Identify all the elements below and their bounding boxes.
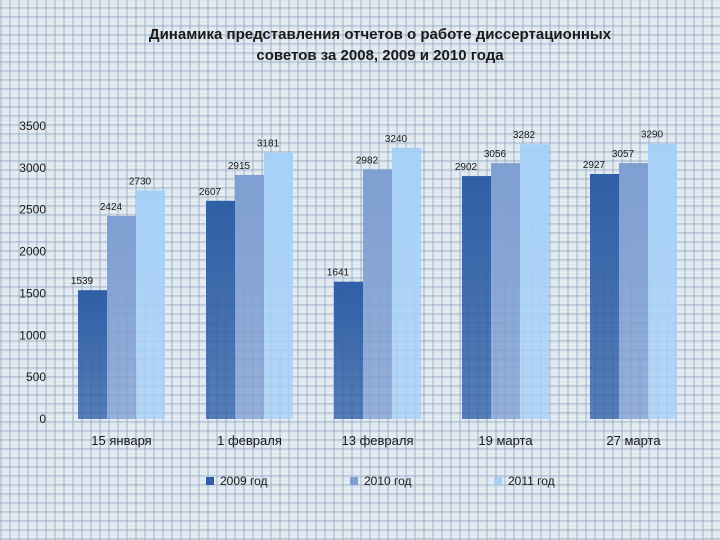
x-tick-label: 27 марта bbox=[606, 433, 661, 448]
y-tick-label: 2000 bbox=[19, 245, 46, 259]
y-tick-label: 500 bbox=[26, 370, 46, 384]
legend-swatch-series-3 bbox=[494, 477, 502, 485]
value-labels-group: 1539 2424 2730 2607 2915 3181 1641 2982 3240 2902… bbox=[71, 130, 664, 288]
x-tick-label: 1 февраля bbox=[217, 433, 282, 448]
legend-label-series-1: 2009 год bbox=[220, 474, 268, 488]
data-label: 1641 bbox=[327, 268, 350, 279]
data-label: 3282 bbox=[513, 130, 536, 141]
legend-label-series-2: 2010 год bbox=[364, 474, 412, 488]
y-tick-label: 1000 bbox=[19, 328, 46, 342]
legend-swatch-series-1 bbox=[206, 477, 214, 485]
legend-label-series-3: 2011 год bbox=[508, 474, 555, 488]
chart-title-line-1: Динамика представления отчетов о работе … bbox=[148, 26, 612, 43]
y-tick-label: 3000 bbox=[19, 161, 46, 175]
legend-swatch-series-2 bbox=[350, 477, 358, 485]
bar-2-4 bbox=[491, 163, 520, 419]
bar-2-1 bbox=[107, 216, 136, 419]
data-label: 2730 bbox=[129, 176, 152, 187]
chart-title-line-2: советов за 2008, 2009 и 2010 года bbox=[256, 47, 504, 64]
x-axis: 15 января 1 февраля 13 февраля 19 марта 27 м… bbox=[91, 433, 661, 448]
data-label: 3056 bbox=[484, 149, 507, 160]
y-tick-label: 1500 bbox=[19, 286, 46, 300]
data-label: 3057 bbox=[612, 149, 635, 160]
bar-3-4 bbox=[520, 144, 549, 420]
bar-1-4 bbox=[462, 176, 491, 419]
data-label: 2982 bbox=[356, 155, 379, 166]
data-label: 2927 bbox=[583, 160, 606, 171]
bar-1-1 bbox=[78, 290, 107, 419]
data-label: 3181 bbox=[257, 139, 280, 150]
data-label: 2607 bbox=[199, 187, 222, 198]
data-label: 3240 bbox=[385, 134, 408, 145]
legend-item-series-1: 2009 год bbox=[206, 474, 268, 488]
bar-1-2 bbox=[206, 200, 235, 419]
x-tick-label: 19 марта bbox=[478, 433, 533, 448]
bar-2-2 bbox=[235, 174, 264, 419]
x-tick-label: 15 января bbox=[91, 433, 151, 448]
bars-group bbox=[78, 143, 677, 420]
bar-3-1 bbox=[136, 190, 165, 419]
x-tick-label: 13 февраля bbox=[342, 433, 414, 448]
data-label: 1539 bbox=[71, 276, 94, 287]
chart-title: Динамика представления отчетов о работе … bbox=[60, 24, 700, 66]
data-label: 2902 bbox=[455, 162, 478, 173]
y-axis: 0 500 1000 1500 2000 2500 3000 3500 bbox=[19, 119, 46, 426]
bar-1-5 bbox=[590, 173, 619, 419]
bar-3-5 bbox=[648, 143, 677, 419]
bar-2-5 bbox=[619, 163, 648, 419]
bar-2-3 bbox=[363, 169, 392, 419]
bar-3-2 bbox=[264, 152, 293, 419]
bar-3-3 bbox=[392, 147, 421, 419]
legend-item-series-2: 2010 год bbox=[350, 474, 412, 488]
bar-1-3 bbox=[334, 281, 363, 419]
y-tick-label: 2500 bbox=[19, 203, 46, 217]
y-tick-label: 3500 bbox=[19, 119, 46, 133]
data-label: 2915 bbox=[228, 161, 251, 172]
legend-item-series-3: 2011 год bbox=[494, 474, 555, 488]
data-label: 3290 bbox=[641, 130, 664, 141]
data-label: 2424 bbox=[100, 202, 123, 213]
y-tick-label: 0 bbox=[39, 412, 46, 426]
legend: 2009 год 2010 год 2011 год bbox=[0, 474, 720, 494]
